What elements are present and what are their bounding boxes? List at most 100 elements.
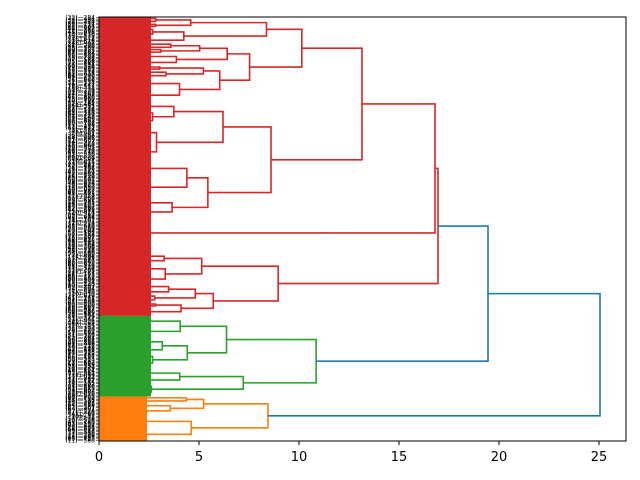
leaf-label: (9)—104 [69, 228, 95, 235]
leaf-label: (29)—379 [65, 64, 95, 71]
leaf-label: (4)—507 [69, 230, 95, 237]
leaf-label: (18)—101 [65, 234, 95, 241]
leaf-label: (62)—576 [65, 262, 95, 269]
leaf-label: (64)—458 [65, 402, 95, 409]
leaf-label: (81)—200 [65, 73, 95, 80]
dendrogram-link [99, 332, 110, 336]
dendrogram-link [99, 94, 111, 98]
dendrogram-link [99, 205, 117, 209]
leaf-label: (9)—799 [69, 166, 95, 173]
leaf-label: (36)—862 [65, 337, 95, 344]
leaf-label: (52)—459 [65, 90, 95, 97]
dendrogram-link [99, 115, 115, 119]
leaf-label: (41)—142 [65, 295, 95, 302]
dendrogram-link [99, 144, 107, 148]
leaf-label: (30)—373 [65, 191, 95, 198]
leaf-label: (74)—460 [65, 384, 95, 391]
leaf-label: (74)—163 [65, 91, 95, 98]
leaf-label: (52)—484 [65, 101, 95, 108]
dendrogram-link [191, 403, 269, 429]
dendrogram-link [99, 17, 142, 20]
leaf-label: (51)—534 [65, 80, 95, 87]
leaf-label: (22)—230 [65, 152, 95, 159]
leaf-label: (17)—285 [65, 351, 95, 358]
leaf-label: (38)—228 [65, 54, 95, 61]
leaf-label: (58)—713 [65, 362, 95, 369]
leaf-label: (5)—660 [69, 142, 95, 149]
leaf-label: (78)—822 [65, 388, 95, 395]
leaf-label: (87)—396 [65, 206, 95, 213]
dendrogram-link [99, 315, 114, 319]
dendrogram-link [278, 167, 439, 285]
leaf-label: (54)—394 [65, 336, 95, 343]
leaf-labels: (32)—284(3)—444(32)—346(72)—484(80)—114(… [65, 15, 99, 444]
leaf-label: (18)—403 [65, 145, 95, 152]
leaf-label: (56)—839 [65, 51, 95, 58]
leaf-label: (32)—492 [65, 285, 95, 292]
leaf-label: (35)—610 [65, 222, 95, 229]
leaf-label: (12)—360 [65, 27, 95, 34]
leaf-label: (25)—39 [69, 319, 95, 326]
leaf-label: (17)—196 [65, 122, 95, 129]
leaf-label: (13)—867 [65, 97, 95, 104]
leaf-label: (11)—580 [65, 437, 95, 444]
leaf-label: (60)—440 [65, 282, 95, 289]
leaf-label: (8)—192 [69, 381, 95, 388]
leaf-label: (2)—115 [69, 78, 95, 85]
leaf-label: (49)—417 [65, 34, 95, 41]
leaf-label: (89)—101 [65, 176, 95, 183]
dendrogram-link [99, 120, 115, 124]
dendrogram-link [99, 101, 117, 105]
leaf-label: (88)—286 [65, 309, 95, 316]
leaf-label: (87)—220 [65, 409, 95, 416]
leaf-label: (71)—316 [65, 331, 95, 338]
leaf-label: (71)—201 [65, 364, 95, 371]
leaf-label: (14)—737 [65, 377, 95, 384]
leaf-label: (72)—484 [65, 19, 95, 26]
leaf-label: (13)—292 [65, 162, 95, 169]
leaf-label: (7)—8 [77, 194, 95, 201]
leaf-label: (84)—353 [65, 139, 95, 146]
dendrogram-link [99, 42, 143, 46]
leaf-label: (45)—191 [65, 56, 95, 63]
leaf-label: (22)—721 [65, 22, 95, 29]
dendrogram-link [183, 21, 268, 37]
leaf-label: (34)—338 [65, 348, 95, 355]
leaf-label: (72)—174 [65, 68, 95, 75]
leaf-label: (79)—477 [65, 83, 95, 90]
leaf-label: (45)—771 [65, 109, 95, 116]
leaf-label: (24)—524 [65, 23, 95, 30]
leaf-label: (34)—662 [65, 386, 95, 393]
dendrogram-link [325, 103, 436, 234]
leaf-label: (16)—865 [65, 304, 95, 311]
dendrogram-link [99, 433, 120, 437]
dendrogram-link [155, 19, 192, 27]
dendrogram-link [99, 105, 107, 108]
dendrogram-link [267, 292, 601, 417]
leaf-label: (53)—338 [65, 70, 95, 77]
leaf-label: (38)—609 [65, 25, 95, 32]
dendrogram-link [207, 126, 272, 194]
x-axis: 0 5 10 15 20 25 [95, 441, 607, 465]
dendrogram-link [172, 176, 209, 209]
leaf-label: (54)—158 [65, 231, 95, 238]
leaf-label: (86)—761 [65, 189, 95, 196]
leaf-label: (63)—526 [65, 107, 95, 114]
leaf-label: (65)—882 [65, 434, 95, 441]
dendrogram-link [99, 342, 114, 346]
leaf-label: (10)—32 [69, 413, 95, 420]
dendrogram-link [99, 309, 108, 313]
leaf-label: (26)—10 [69, 290, 95, 297]
leaf-label: (20)—153 [65, 275, 95, 282]
leaf-label: (19)—103 [65, 201, 95, 208]
leaf-label: (50)—279 [65, 365, 95, 372]
leaf-label: (82)—483 [65, 401, 95, 408]
leaf-label: (20)—863 [65, 393, 95, 400]
dendrogram-link [164, 257, 203, 275]
leaf-label: (58)—889 [65, 310, 95, 317]
leaf-label: (7)—549 [69, 289, 95, 296]
dendrogram-link [147, 105, 175, 118]
leaf-label: (75)—793 [65, 53, 95, 60]
leaf-label: (78)—307 [65, 399, 95, 406]
leaf-label: (74)—118 [65, 396, 95, 403]
